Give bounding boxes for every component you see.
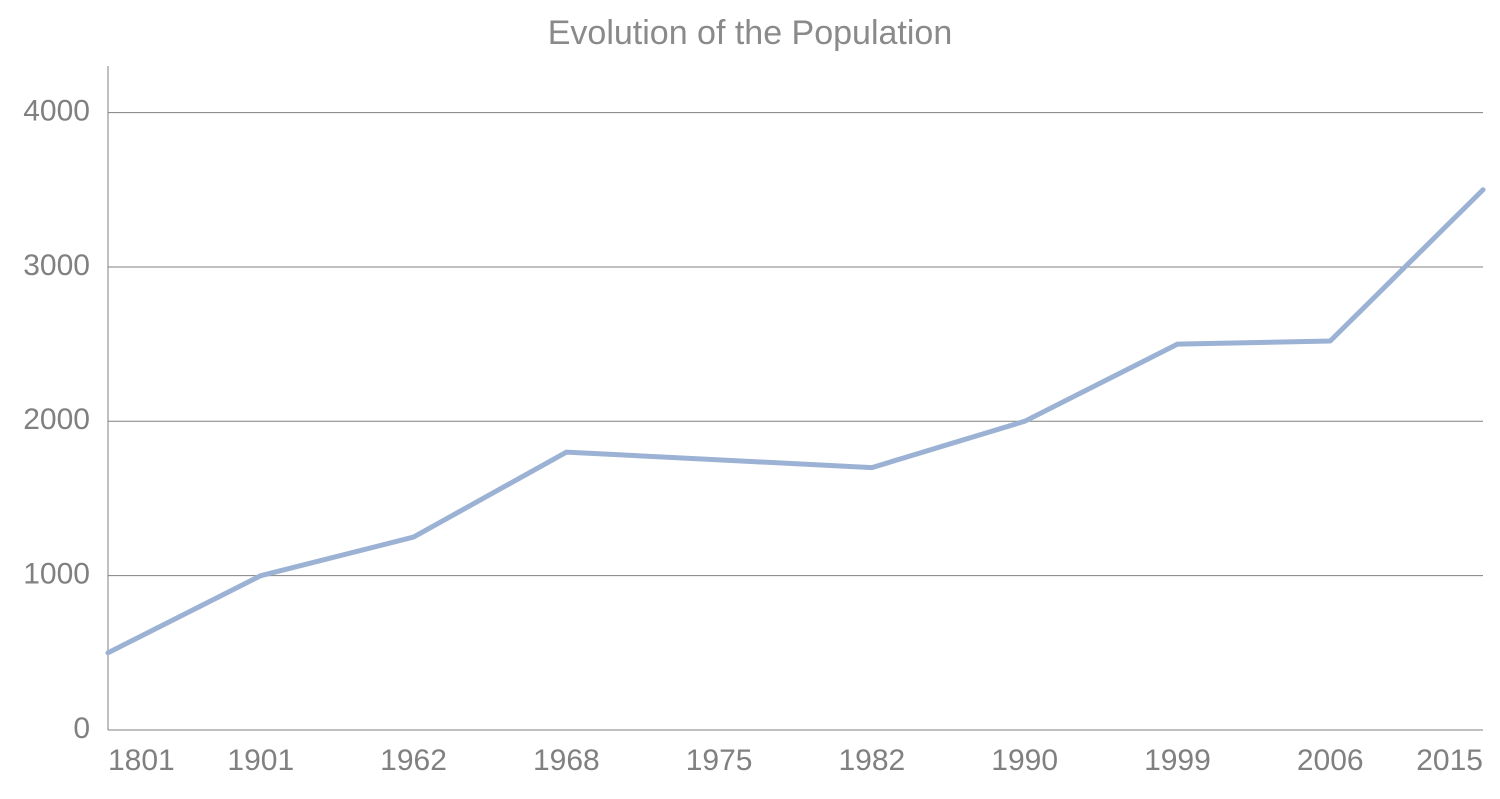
- y-tick-label: 0: [73, 712, 90, 745]
- chart-svg: 0 1000 2000 3000 4000 1801 1901 1962 1968 1975 198…: [0, 0, 1500, 799]
- x-tick-label: 2006: [1297, 744, 1364, 777]
- x-tick-label: 1962: [380, 744, 447, 777]
- x-tick-label: 1999: [1144, 744, 1211, 777]
- x-tick-label: 2015: [1416, 744, 1483, 777]
- x-tick-label: 1975: [686, 744, 753, 777]
- y-tick-label: 1000: [23, 558, 90, 591]
- chart-title: Evolution of the Population: [0, 14, 1500, 53]
- x-tick-label: 1901: [227, 744, 294, 777]
- x-tick-label: 1990: [991, 744, 1058, 777]
- population-chart: Evolution of the Population 0 1000 2000 300…: [0, 0, 1500, 799]
- x-tick-label: 1982: [839, 744, 906, 777]
- y-tick-label: 4000: [23, 95, 90, 128]
- x-tick-label: 1968: [533, 744, 600, 777]
- y-tick-label: 3000: [23, 249, 90, 282]
- x-tick-label: 1801: [108, 744, 175, 777]
- y-tick-label: 2000: [23, 403, 90, 436]
